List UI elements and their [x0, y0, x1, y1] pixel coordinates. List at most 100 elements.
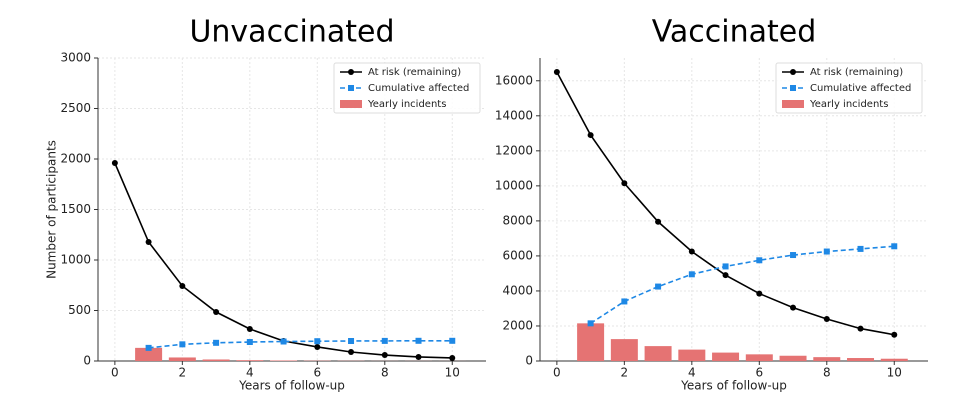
chart-title: Vaccinated: [652, 15, 817, 50]
legend-box: [333, 62, 481, 114]
legend-swatch: [340, 100, 362, 108]
x-tick-label: 2: [179, 366, 187, 380]
y-tick-label: 6000: [502, 248, 533, 262]
y-tick-label: 16000: [495, 73, 533, 87]
line: [148, 340, 453, 349]
marker: [381, 337, 388, 344]
bar: [577, 323, 605, 361]
marker: [111, 160, 118, 167]
marker: [790, 252, 797, 259]
x-tick-label: 2: [621, 366, 629, 380]
y-tick-label: 4000: [502, 283, 533, 297]
x-axis-label: Years of follow-up: [238, 379, 345, 393]
y-tick-label: 2500: [60, 101, 91, 115]
bar: [270, 360, 298, 361]
legend-label: At risk (remaining): [368, 67, 461, 78]
marker: [145, 344, 152, 351]
bar: [168, 357, 196, 361]
marker: [790, 304, 797, 311]
bar: [880, 358, 908, 361]
legend-box: [775, 62, 923, 114]
marker: [823, 315, 830, 322]
x-tick-label: 6: [755, 366, 763, 380]
x-tick-label: 8: [381, 366, 389, 380]
x-tick-label: 6: [313, 366, 321, 380]
marker: [756, 257, 763, 264]
marker: [348, 349, 355, 356]
line: [590, 245, 895, 325]
bar: [813, 357, 841, 361]
y-tick-label: 3000: [60, 51, 91, 65]
subplot: Vaccinated 0 2000 4000 6000 8000 10000 12000 140…: [495, 15, 928, 393]
x-axis-label: Years of follow-up: [680, 379, 787, 393]
marker: [179, 341, 186, 348]
marker: [756, 290, 763, 297]
marker: [587, 320, 594, 327]
marker: [891, 331, 898, 338]
marker: [621, 180, 628, 187]
marker: [246, 339, 253, 346]
bar: [610, 339, 638, 361]
x-tick-label: 10: [445, 366, 460, 380]
marker: [314, 343, 321, 350]
y-tick-label: 8000: [502, 213, 533, 227]
marker: [348, 338, 355, 345]
y-tick-label: 0: [525, 354, 533, 368]
bar: [745, 354, 773, 361]
y-tick-label: 0: [83, 354, 91, 368]
marker: [246, 325, 253, 332]
y-axis-label: Number of participants: [45, 140, 59, 279]
marker: [891, 243, 898, 250]
legend-label: Cumulative affected: [810, 83, 911, 94]
y-tick-label: 2000: [60, 152, 91, 166]
legend-marker: [348, 85, 354, 91]
marker: [621, 298, 628, 305]
x-tick-label: 0: [111, 366, 119, 380]
subplot: Unvaccinated 0 500 1000 1500 2000 2500 3000 0 2 4 6…: [45, 15, 486, 393]
legend-swatch: [782, 100, 804, 108]
bar: [202, 359, 230, 361]
y-tick-label: 1500: [60, 202, 91, 216]
chart-title: Unvaccinated: [189, 15, 394, 50]
y-tick-label: 14000: [495, 108, 533, 122]
line: [114, 162, 453, 359]
y-tick-label: 2000: [502, 318, 533, 332]
marker: [823, 248, 830, 255]
bar: [779, 355, 807, 361]
marker: [857, 245, 864, 252]
y-tick-label: 12000: [495, 143, 533, 157]
x-tick-label: 8: [823, 366, 831, 380]
legend-label: Yearly incidents: [367, 99, 446, 110]
marker: [415, 337, 422, 344]
marker: [145, 239, 152, 246]
marker: [587, 132, 594, 139]
marker: [722, 263, 729, 270]
marker: [655, 218, 662, 225]
marker: [280, 338, 287, 345]
x-tick-label: 4: [246, 366, 254, 380]
marker: [449, 337, 456, 344]
marker: [722, 272, 729, 279]
x-tick-label: 0: [553, 366, 561, 380]
marker: [449, 354, 456, 361]
legend-label: At risk (remaining): [810, 67, 903, 78]
bar: [847, 358, 875, 361]
legend-label: Cumulative affected: [368, 83, 469, 94]
bar: [678, 349, 706, 361]
legend-label: Yearly incidents: [809, 99, 888, 110]
x-tick-label: 4: [688, 366, 696, 380]
legend-marker: [348, 69, 354, 75]
y-tick-label: 10000: [495, 178, 533, 192]
marker: [314, 338, 321, 345]
marker: [179, 282, 186, 289]
bar: [712, 352, 740, 361]
marker: [553, 69, 560, 76]
x-tick-label: 10: [887, 366, 902, 380]
bar: [135, 347, 163, 361]
marker: [688, 271, 695, 278]
bar: [236, 360, 264, 361]
marker: [381, 352, 388, 359]
marker: [213, 309, 220, 316]
bar: [644, 346, 672, 361]
